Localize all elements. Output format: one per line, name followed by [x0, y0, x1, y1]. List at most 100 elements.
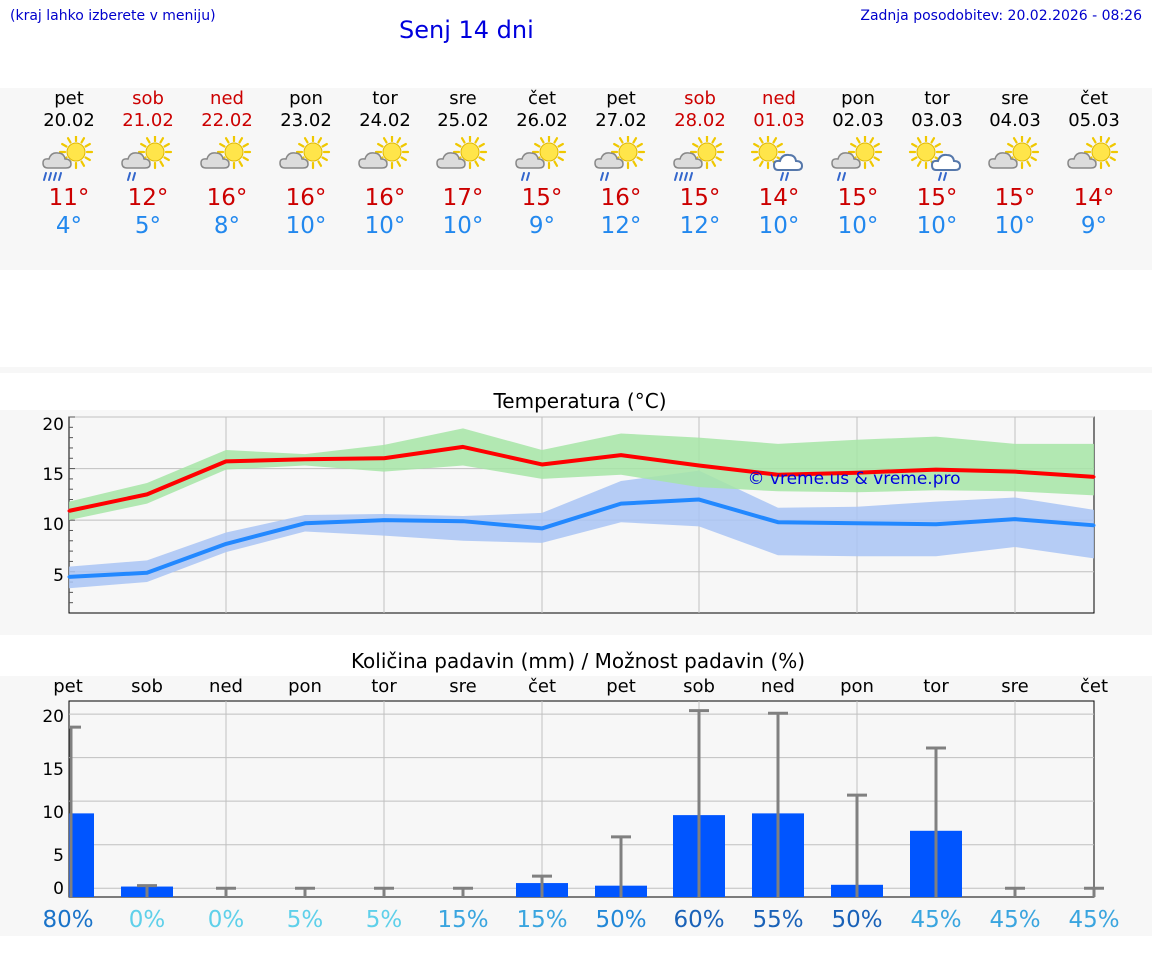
max-temp-point	[540, 462, 544, 466]
min-temp-point	[1013, 517, 1017, 521]
day-column: tor 24.02 16° 10°	[345, 88, 425, 240]
max-range-band	[69, 428, 1094, 521]
category-label: tor	[371, 676, 397, 697]
max-temp-point	[619, 453, 623, 457]
weather-icon	[1054, 136, 1134, 182]
watermark: © vreme.us & vreme.pro	[747, 469, 960, 489]
min-temp-point	[145, 571, 149, 575]
min-range-band	[69, 470, 1094, 589]
weather-icon	[502, 136, 582, 182]
precipitation-chart: Količina padavin (mm) / Možnost padavin …	[42, 649, 1119, 933]
min-temp-point	[855, 521, 859, 525]
max-temp: 16°	[600, 185, 642, 211]
max-temp: 15°	[916, 185, 958, 211]
weather-icon	[108, 136, 188, 182]
precip-probability: 60%	[673, 907, 724, 933]
day-column: tor 03.03 15° 10°	[897, 88, 977, 240]
min-temp: 12°	[679, 213, 721, 239]
min-temp: 9°	[1080, 213, 1108, 239]
y-tick-label: 0	[53, 879, 64, 899]
day-date: 21.02	[122, 110, 174, 131]
sun-cloud-heavy-rain-icon	[673, 136, 725, 181]
page-title: Senj 14 dni	[399, 16, 534, 44]
max-temp: 16°	[285, 185, 327, 211]
precip-bar	[69, 813, 94, 897]
location-hint: (kraj lahko izberete v meniju)	[10, 8, 216, 24]
precip-probability: 15%	[437, 907, 488, 933]
weather-icon	[423, 136, 503, 182]
sun-cloud-rain-icon	[515, 136, 567, 181]
max-temp-point	[382, 456, 386, 460]
weather-icon	[897, 136, 977, 182]
y-tick-label: 20	[42, 707, 64, 727]
category-label: tor	[923, 676, 949, 697]
max-temp: 12°	[127, 185, 169, 211]
category-label: pon	[288, 676, 322, 697]
day-date: 23.02	[280, 110, 332, 131]
min-temp-line	[68, 497, 1095, 579]
max-temp: 15°	[837, 185, 879, 211]
weather-icon	[187, 136, 267, 182]
min-temp: 4°	[55, 213, 83, 239]
precip-probability: 15%	[516, 907, 567, 933]
precip-probability: 5%	[287, 907, 324, 933]
day-column: čet 26.02 15° 9°	[502, 88, 582, 240]
precip-probability: 45%	[1068, 907, 1119, 933]
precip-probability: 50%	[595, 907, 646, 933]
weather-icon	[581, 136, 661, 182]
min-temp: 5°	[134, 213, 162, 239]
chart-title: Temperatura (°C)	[492, 389, 666, 413]
day-name: sob	[132, 88, 164, 109]
sun-storm-cloud-rain-icon	[750, 136, 804, 181]
max-temp-point	[67, 509, 71, 513]
max-temp-point	[461, 445, 465, 449]
precip-probability: 0%	[208, 907, 245, 933]
sun-cloud-icon	[436, 136, 488, 170]
max-temp: 15°	[521, 185, 563, 211]
precip-probability: 45%	[910, 907, 961, 933]
max-temp-point	[776, 473, 780, 477]
max-temp-point	[1092, 475, 1096, 479]
sun-cloud-rain-icon	[121, 136, 173, 181]
sun-cloud-icon	[1067, 136, 1119, 170]
category-label: sre	[1001, 676, 1028, 697]
day-name: ned	[210, 88, 244, 109]
max-temp: 16°	[206, 185, 248, 211]
min-temp: 10°	[837, 213, 879, 239]
day-column: sre 25.02 17° 10°	[423, 88, 503, 240]
y-tick-label: 5	[53, 566, 64, 586]
day-name: sre	[1001, 88, 1029, 109]
min-temp-point	[461, 519, 465, 523]
weather-icon	[29, 136, 109, 182]
min-temp: 10°	[364, 213, 406, 239]
day-column: pon 23.02 16° 10°	[266, 88, 346, 240]
sun-cloud-heavy-rain-icon	[42, 136, 94, 181]
min-temp: 10°	[285, 213, 327, 239]
y-tick-label: 20	[42, 415, 64, 435]
day-date: 20.02	[43, 110, 95, 131]
day-column: ned 01.03 14° 10°	[739, 88, 819, 240]
min-temp-point	[776, 520, 780, 524]
category-label: sob	[683, 676, 715, 697]
day-name: pet	[606, 88, 636, 109]
category-label: ned	[209, 676, 243, 697]
weather-icon	[818, 136, 898, 182]
day-date: 05.03	[1068, 110, 1120, 131]
max-temp-point	[934, 468, 938, 472]
day-date: 27.02	[595, 110, 647, 131]
min-temp-point	[619, 502, 623, 506]
max-temp: 11°	[48, 185, 90, 211]
max-temp: 16°	[364, 185, 406, 211]
y-tick-label: 10	[42, 515, 64, 535]
min-temp: 10°	[758, 213, 800, 239]
category-label: čet	[1080, 676, 1108, 697]
min-temp-point	[382, 518, 386, 522]
max-temp-point	[855, 471, 859, 475]
weather-icon	[660, 136, 740, 182]
day-name: sob	[684, 88, 716, 109]
y-tick-label: 10	[42, 803, 64, 823]
category-label: pon	[840, 676, 874, 697]
chart-title: Količina padavin (mm) / Možnost padavin …	[351, 649, 805, 673]
y-tick-label: 5	[53, 846, 64, 866]
max-temp-point	[303, 457, 307, 461]
